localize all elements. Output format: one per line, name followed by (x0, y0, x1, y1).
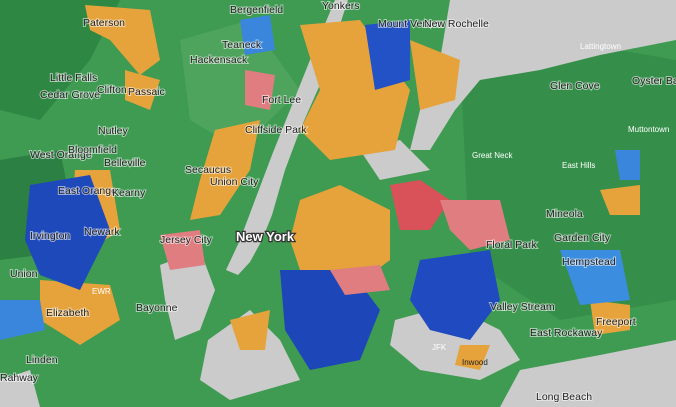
place-label: Elizabeth (46, 307, 89, 319)
place-label: Newark (84, 226, 120, 238)
place-label: Belleville (104, 157, 146, 169)
place-label: Irvington (30, 230, 70, 242)
place-label: Cliffside Park (245, 124, 307, 136)
place-label: Rahway (0, 372, 39, 384)
red-areas (160, 70, 510, 295)
place-label: Mount Vernon (378, 18, 444, 30)
place-label: Inwood (462, 358, 488, 367)
place-label: Kearny (112, 187, 146, 199)
place-label: New Rochelle (424, 18, 489, 30)
place-label: Valley Stream (490, 301, 555, 313)
airport-label: EWR (92, 287, 111, 296)
place-label: Union (10, 268, 38, 280)
city-label: New York (236, 229, 295, 244)
place-label: Little Falls (50, 72, 97, 84)
place-label: West Orange (30, 149, 92, 161)
place-label: East Rockaway (530, 327, 603, 339)
place-label: East Hills (562, 161, 595, 170)
place-label: East Orange (58, 185, 117, 197)
place-label: Passaic (128, 86, 165, 98)
airport-label: JFK (432, 343, 447, 352)
place-label: Cedar Grove (40, 89, 100, 101)
place-label: Bayonne (136, 302, 178, 314)
place-label: Yonkers (322, 0, 360, 12)
place-label: Bloomfield (68, 144, 117, 156)
place-label: Hempstead (562, 256, 616, 268)
place-label: Great Neck (472, 151, 513, 160)
place-label: Long Beach (536, 391, 592, 403)
place-label: Mineola (546, 208, 583, 220)
place-label: Jersey City (160, 234, 213, 246)
place-label: Oyster Bay (632, 75, 676, 87)
place-label: Freeport (596, 316, 636, 328)
place-label: Fort Lee (262, 94, 301, 106)
place-label: Lattingtown (580, 42, 621, 51)
blue-areas (0, 15, 640, 370)
place-label: Union City (210, 176, 259, 188)
place-label: Floral Park (486, 239, 538, 251)
place-label: Hackensack (190, 54, 248, 66)
place-label: Secaucus (185, 164, 231, 176)
place-label: Garden City (554, 232, 611, 244)
place-label: Glen Cove (550, 80, 600, 92)
place-label: Clifton (97, 84, 127, 96)
place-label: Nutley (98, 125, 129, 137)
place-label: Linden (26, 354, 58, 366)
place-label: Teaneck (222, 39, 262, 51)
place-label: Muttontown (628, 125, 669, 134)
place-label: Paterson (83, 17, 125, 29)
place-label: Bergenfield (230, 4, 283, 16)
